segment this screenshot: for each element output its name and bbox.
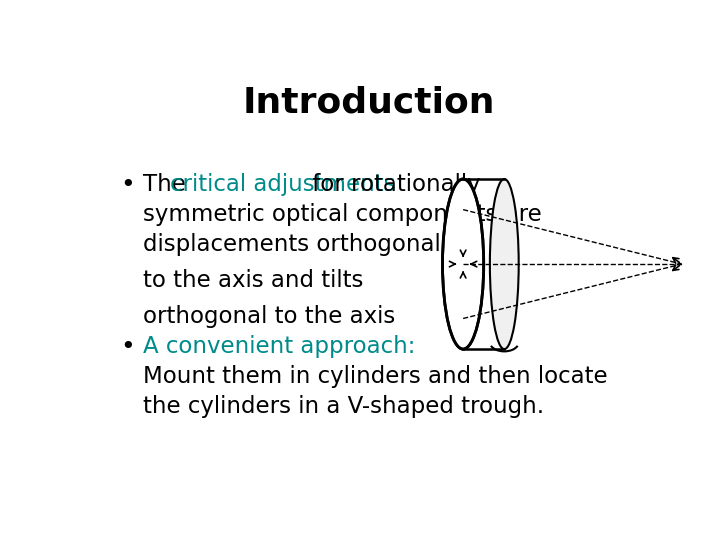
Text: A convenient approach:: A convenient approach: (143, 335, 415, 358)
Ellipse shape (443, 179, 484, 349)
Text: critical adjustments: critical adjustments (170, 173, 395, 196)
Text: symmetric optical components are: symmetric optical components are (143, 203, 541, 226)
Text: displacements orthogonal: displacements orthogonal (143, 233, 441, 256)
Text: Introduction: Introduction (243, 85, 495, 119)
Text: •: • (121, 335, 135, 359)
Text: for rotationally: for rotationally (305, 173, 480, 196)
Text: •: • (121, 173, 135, 197)
Text: to the axis and tilts: to the axis and tilts (143, 269, 364, 292)
Text: The: The (143, 173, 193, 196)
Ellipse shape (490, 179, 518, 349)
Text: Mount them in cylinders and then locate: Mount them in cylinders and then locate (143, 365, 608, 388)
Text: the cylinders in a V-shaped trough.: the cylinders in a V-shaped trough. (143, 395, 544, 418)
Text: orthogonal to the axis: orthogonal to the axis (143, 305, 395, 328)
